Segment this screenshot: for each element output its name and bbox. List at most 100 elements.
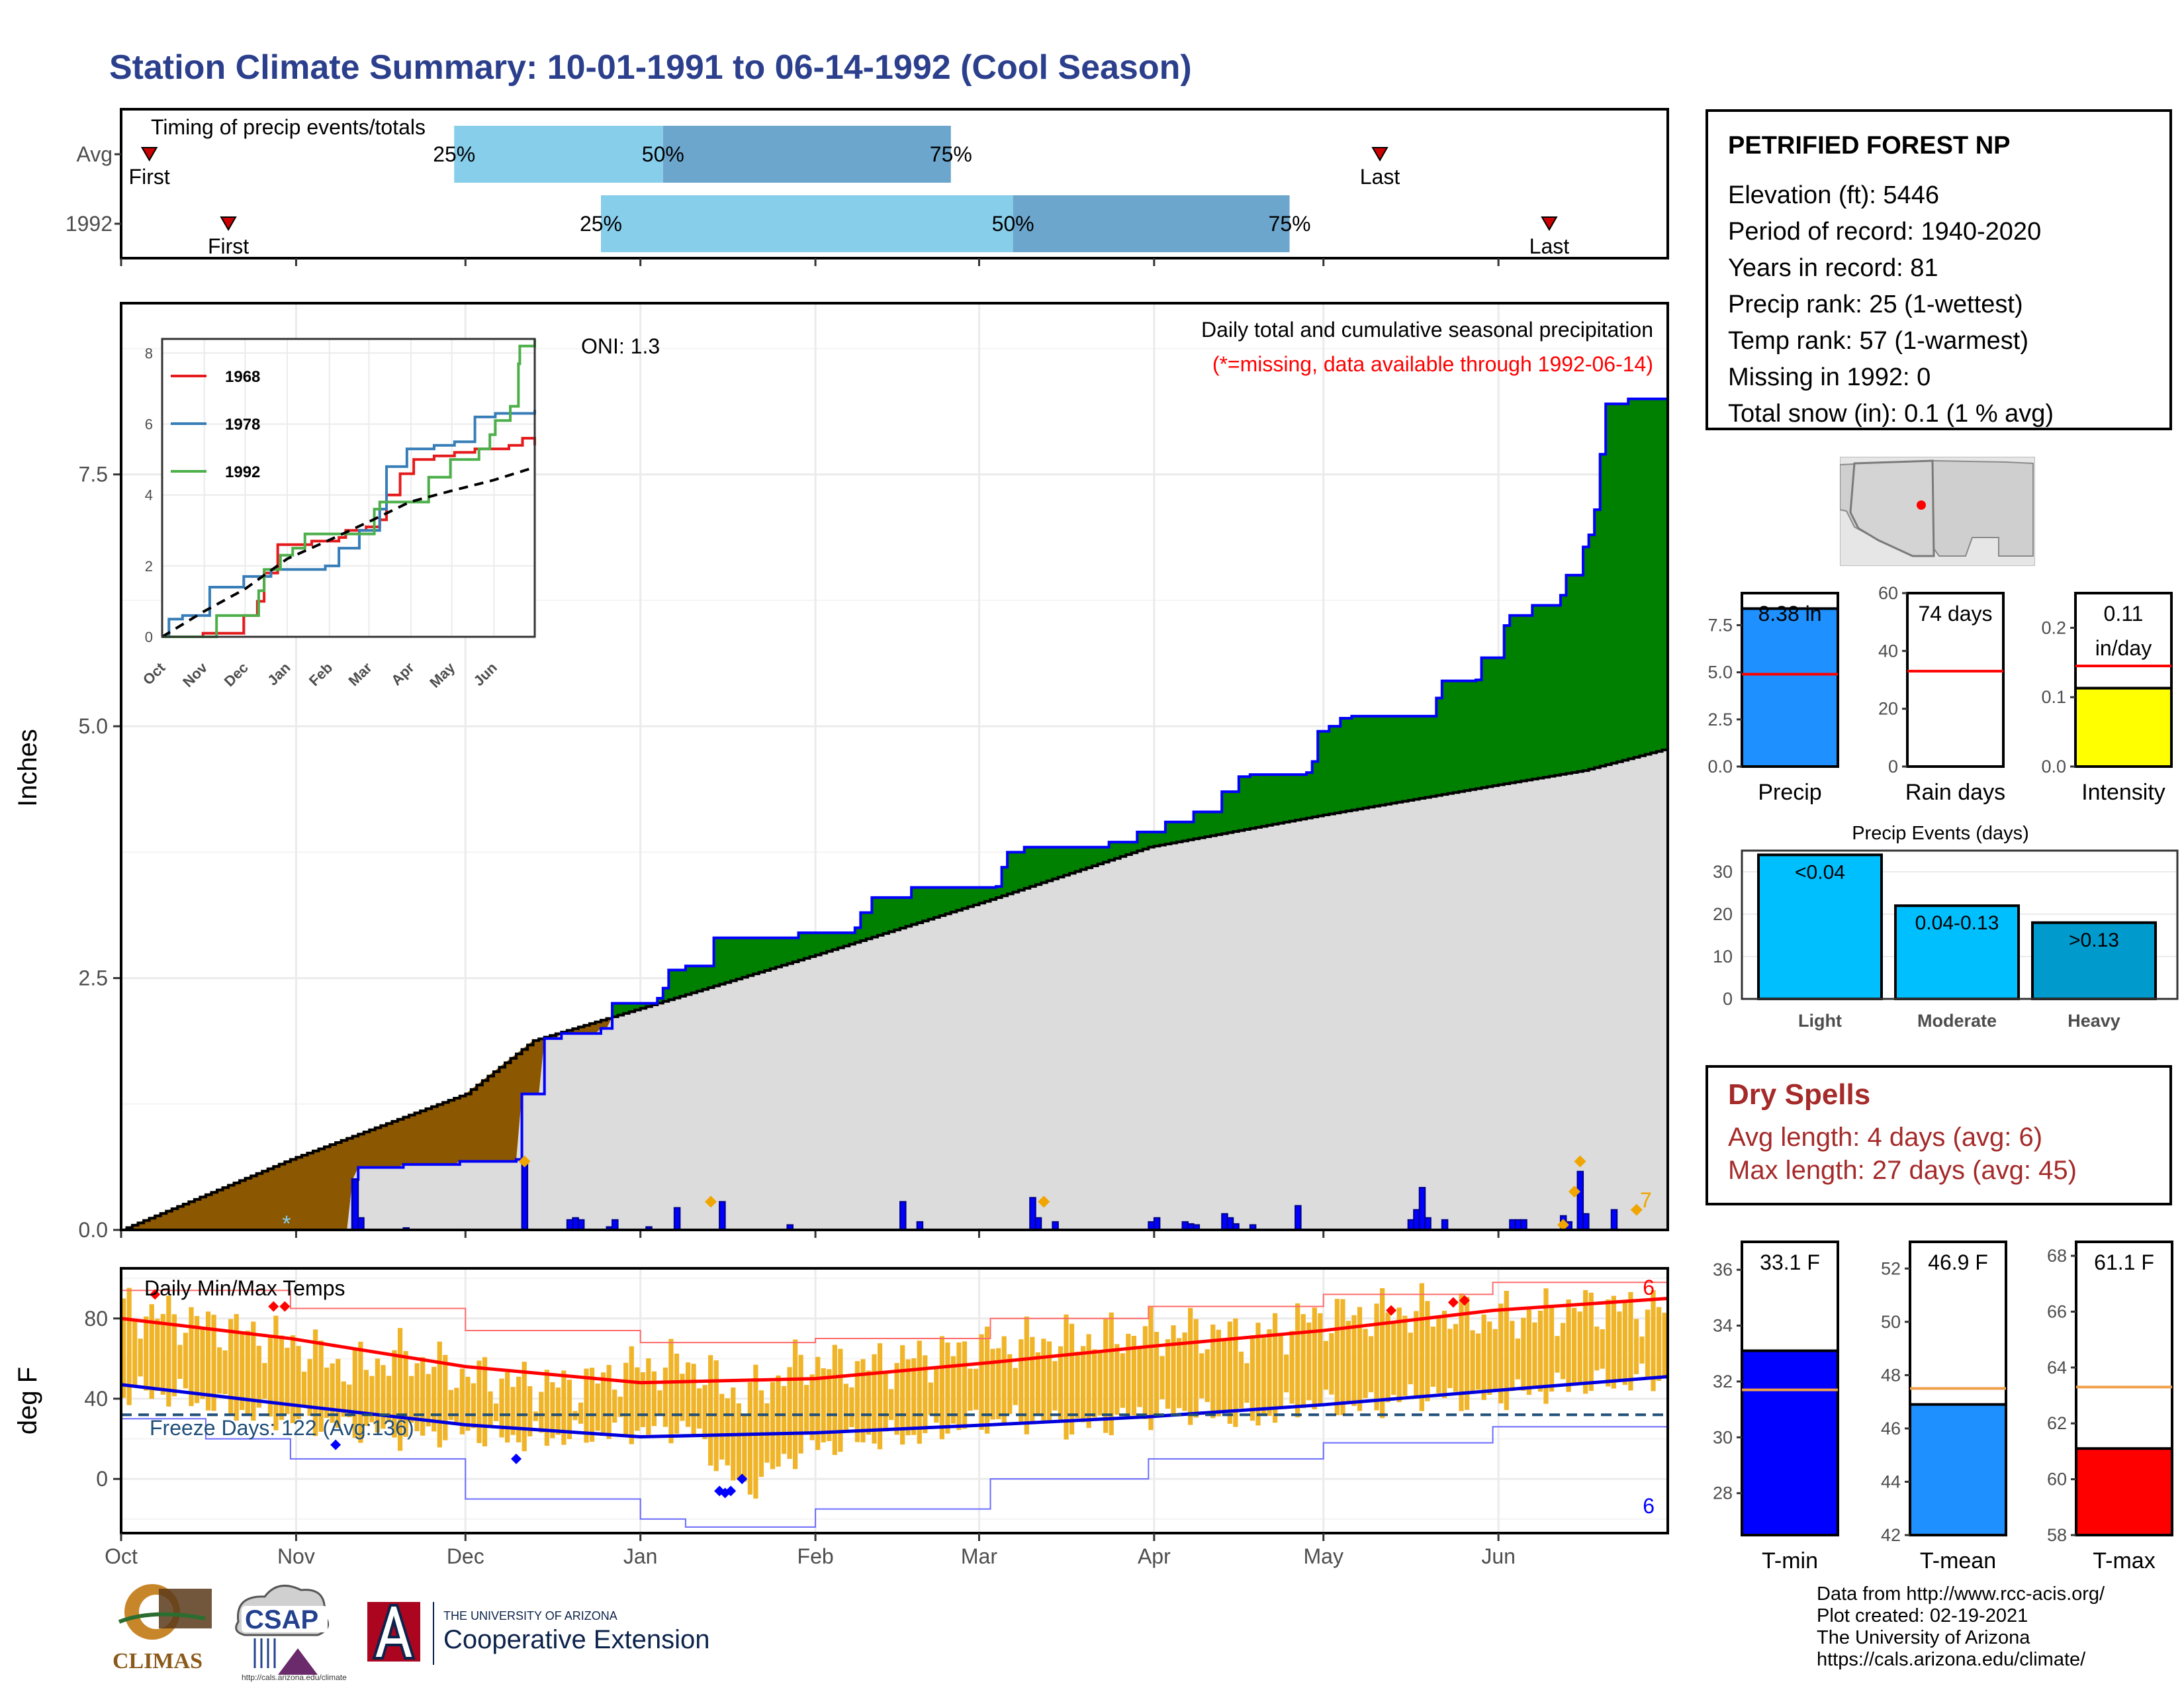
daily-temp-range-bar <box>1470 1330 1475 1391</box>
daily-temp-range-bar <box>216 1347 222 1394</box>
precip-annotation: Daily total and cumulative seasonal prec… <box>1201 318 1653 342</box>
daily-temp-range-bar <box>437 1341 442 1448</box>
station-line-missing: Missing in 1992: 0 <box>1728 363 1931 391</box>
daily-temp-range-bar <box>499 1378 504 1438</box>
daily-temp-range-bar <box>1464 1297 1470 1410</box>
daily-temp-range-bar <box>635 1367 640 1431</box>
daily-temp-range-bar <box>781 1385 787 1454</box>
daily-temp-range-bar <box>956 1342 962 1430</box>
precip-event-bar <box>2031 921 2157 1000</box>
precip-summary-0-axis-label: Precip <box>1758 780 1821 805</box>
daily-temp-range-bar <box>1052 1361 1058 1411</box>
daily-temp-range-bar <box>973 1368 979 1410</box>
daily-temp-range-bar <box>843 1383 848 1430</box>
precip-events-ytick-label: 20 <box>1713 904 1733 924</box>
temp-ylabel: deg F <box>13 1367 42 1434</box>
daily-temp-range-bar <box>1142 1326 1148 1419</box>
inset-ytick-label: 4 <box>145 487 153 504</box>
record-max-line <box>121 1272 1668 1344</box>
record-high-marker <box>268 1301 279 1312</box>
month-tick-label: Nov <box>277 1544 315 1568</box>
daily-temp-range-bar <box>866 1370 872 1435</box>
precip-summary-1-ytick-label: 0 <box>1888 757 1898 776</box>
daily-temp-range-bar <box>691 1364 696 1435</box>
temp-title: Daily Min/Max Temps <box>144 1276 345 1300</box>
daily-temp-range-bar <box>132 1319 138 1387</box>
month-tick-label: Oct <box>105 1544 138 1568</box>
precip-summary-1-axis-label: Rain days <box>1905 780 2005 805</box>
precip-event-category: Moderate <box>1917 1011 1997 1031</box>
precip-ytick-label: 5.0 <box>79 714 108 738</box>
daily-temp-range-bar <box>696 1388 702 1429</box>
precip-summary-0-ytick-label: 7.5 <box>1707 615 1733 635</box>
daily-temp-range-bar <box>1510 1321 1515 1391</box>
daily-temp-range-bar <box>1097 1350 1103 1416</box>
daily-temp-range-bar <box>1487 1321 1492 1395</box>
daily-temp-range-bar <box>719 1393 725 1460</box>
station-location-marker <box>1917 500 1926 510</box>
daily-temp-range-bar <box>155 1319 160 1391</box>
daily-temp-range-bar <box>1476 1333 1481 1390</box>
daily-temp-range-bar <box>1425 1301 1430 1401</box>
daily-temp-range-bar <box>1391 1322 1396 1395</box>
daily-temp-range-bar <box>1492 1329 1498 1389</box>
daily-temp-range-bar <box>1300 1314 1306 1409</box>
record-low-count: 6 <box>1643 1494 1655 1518</box>
daily-temp-range-bar <box>1606 1299 1611 1387</box>
daily-temp-range-bar <box>1419 1283 1424 1411</box>
freeze-days-label: Freeze Days: 122 (Avg:136) <box>150 1416 414 1440</box>
daily-temp-range-bar <box>375 1358 381 1433</box>
daily-temp-range-bar <box>1430 1326 1436 1387</box>
record-high-marker <box>279 1301 291 1312</box>
station-info-box: PETRIFIED FOREST NP Elevation (ft): 5446… <box>1706 109 2172 430</box>
daily-temp-range-bar <box>459 1368 465 1434</box>
daily-temp-range-bar <box>1312 1307 1317 1410</box>
temp-summary-1-bar <box>1909 1403 2007 1536</box>
timing-pct-label: 50% <box>642 142 684 166</box>
daily-temp-range-bar <box>1024 1316 1029 1434</box>
daily-temp-range-bar <box>510 1387 516 1435</box>
daily-temp-range-bar <box>1323 1340 1328 1390</box>
precip-event-category: Light <box>1798 1011 1842 1031</box>
daily-temp-range-bar <box>1058 1346 1064 1420</box>
daily-temp-range-bar <box>668 1338 674 1444</box>
daily-temp-range-bar <box>1628 1291 1633 1391</box>
station-line-years: Years in record: 81 <box>1728 254 1938 282</box>
daily-temp-range-bar <box>990 1348 995 1420</box>
station-name: PETRIFIED FOREST NP <box>1728 132 2011 160</box>
daily-temp-range-bar <box>1064 1314 1069 1440</box>
daily-temp-range-bar <box>443 1354 448 1440</box>
precip-summary-2-value-label: in/day <box>2095 636 2152 660</box>
precip-summary-chart: 0.0 2.5 5.0 7.5 8.38 in Precip 0 20 40 60 74 days R… <box>1707 583 2173 805</box>
daily-temp-range-bar <box>1436 1317 1441 1393</box>
daily-temp-range-bar <box>318 1340 324 1432</box>
daily-temp-range-bar <box>934 1366 939 1423</box>
daily-temp-range-bar <box>1594 1326 1600 1371</box>
inset-average-line <box>161 466 535 638</box>
daily-temp-range-bar <box>1041 1338 1046 1423</box>
daily-temp-range-bar <box>996 1348 1001 1419</box>
temp-ytick-label: 80 <box>84 1307 108 1331</box>
daily-temp-range-bar <box>1244 1363 1250 1403</box>
daily-temp-range-bar <box>1645 1309 1651 1380</box>
daily-temp-range-bar <box>561 1370 567 1445</box>
daily-temp-range-bar <box>1126 1333 1131 1419</box>
first-label: First <box>129 165 170 189</box>
precip-events-title: Precip Events (days) <box>1852 823 2029 844</box>
daily-temp-range-bar <box>1385 1312 1390 1403</box>
daily-temp-range-bar <box>860 1359 866 1442</box>
precip-events-ytick-label: 10 <box>1713 947 1733 966</box>
daily-temp-range-bar <box>1600 1329 1605 1369</box>
last-marker <box>1371 147 1388 162</box>
daily-temp-range-bar <box>228 1319 234 1416</box>
dry-spells-heading: Dry Spells <box>1728 1078 1871 1111</box>
timing-title: Timing of precip events/totals <box>151 115 426 139</box>
daily-temp-range-bar <box>1199 1353 1205 1399</box>
daily-temp-range-bar <box>1588 1292 1594 1391</box>
daily-temp-range-bar <box>414 1363 420 1432</box>
daily-temp-range-bar <box>454 1387 459 1423</box>
precip-event-bar <box>1894 904 2020 1000</box>
temp-summary-1-axis-label: T-mean <box>1920 1548 1996 1573</box>
daily-temp-range-bar <box>905 1359 911 1436</box>
precip-marker <box>1630 1203 1643 1216</box>
